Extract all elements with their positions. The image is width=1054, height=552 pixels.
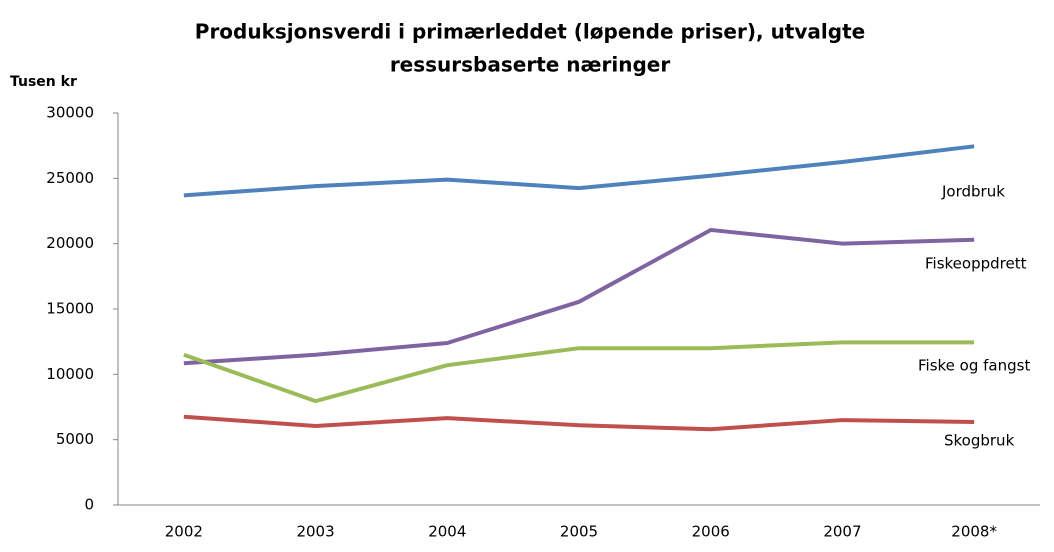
x-tick-label: 2002 — [165, 523, 203, 541]
series-line — [183, 340, 975, 404]
y-tick-label: 30000 — [46, 104, 94, 122]
series-label: Jordbruk — [941, 183, 1005, 201]
series-line — [183, 144, 975, 198]
y-axis-label: Tusen kr — [10, 74, 77, 90]
y-tick-label: 20000 — [46, 234, 94, 252]
series-label: Skogbruk — [944, 432, 1015, 450]
series-line — [183, 227, 975, 366]
y-tick-label: 25000 — [46, 169, 94, 187]
x-tick-label: 2006 — [692, 523, 730, 541]
y-tick-label: 5000 — [56, 430, 94, 448]
y-tick-label: 10000 — [46, 365, 94, 383]
y-tick-label: 0 — [84, 496, 94, 514]
series-label: Fiskeoppdrett — [925, 255, 1027, 273]
series-label: Fiske og fangst — [918, 357, 1030, 375]
x-tick-label: 2005 — [560, 523, 598, 541]
y-tick-label: 15000 — [46, 300, 94, 318]
x-tick-label: 2008* — [951, 523, 997, 541]
series-line — [183, 414, 975, 432]
x-tick-label: 2004 — [428, 523, 466, 541]
chart-title: Produksjonsverdi i primærleddet (løpende… — [195, 20, 865, 44]
x-tick-label: 2007 — [823, 523, 861, 541]
chart-title: ressursbaserte næringer — [390, 53, 671, 77]
x-tick-label: 2003 — [296, 523, 334, 541]
